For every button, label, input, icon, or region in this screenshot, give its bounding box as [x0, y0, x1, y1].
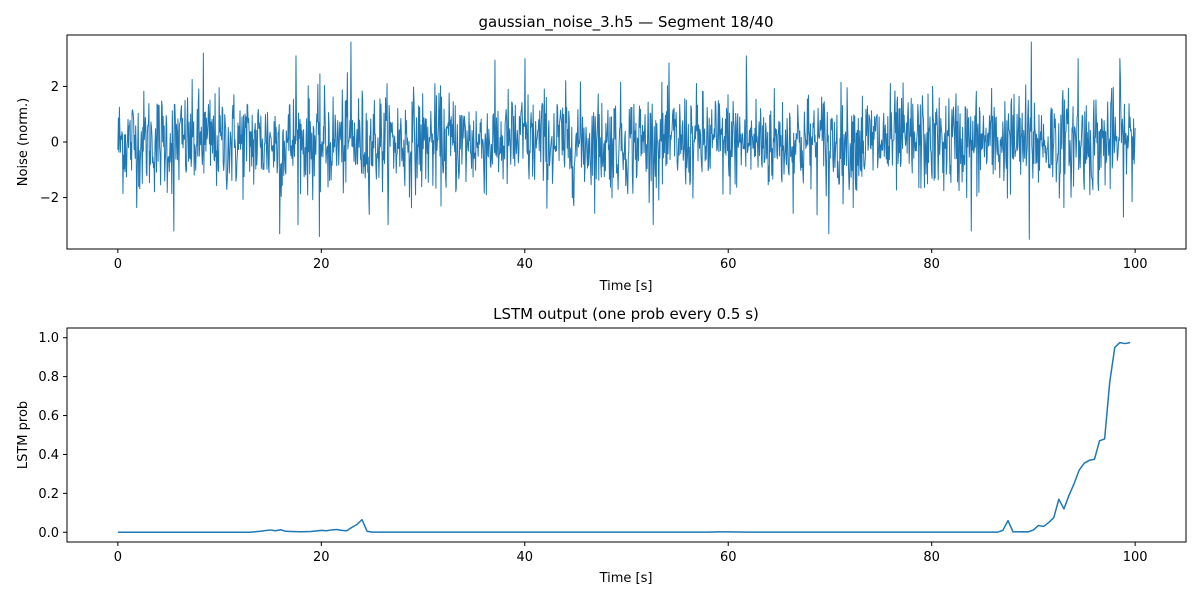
lstm-x-tick-label: 60	[720, 550, 737, 565]
noise-y-tick-label: 0	[51, 136, 59, 151]
noise-x-tick-label: 0	[114, 257, 122, 272]
lstm-x-tick-label: 20	[313, 550, 330, 565]
noise-y-ticks: −2 0 2	[40, 80, 67, 206]
lstm-series-line	[117, 341, 1131, 534]
lstm-y-tick-label: 1.0	[38, 331, 59, 346]
lstm-y-tick-label: 0.0	[38, 526, 59, 541]
lstm-x-tick-label: 0	[114, 550, 122, 565]
lstm-x-tick-label: 40	[516, 550, 533, 565]
noise-x-tick-label: 80	[923, 257, 940, 272]
noise-x-axis-label: Time [s]	[599, 279, 653, 294]
noise-axes-frame	[66, 34, 1187, 250]
noise-y-tick-label: −2	[40, 191, 59, 206]
noise-panel: gaussian_noise_3.h5 — Segment 18/40 0 20 4…	[16, 13, 1187, 294]
noise-x-ticks: 0 20 40 60 80 100	[114, 249, 1148, 272]
lstm-chart-title: LSTM output (one prob every 0.5 s)	[493, 305, 759, 323]
lstm-x-tick-label: 80	[923, 550, 940, 565]
lstm-x-axis-label: Time [s]	[599, 571, 653, 586]
noise-x-tick-label: 100	[1123, 257, 1148, 272]
lstm-axes-frame	[66, 327, 1187, 543]
noise-series-line	[117, 41, 1136, 240]
lstm-y-tick-label: 0.6	[38, 409, 59, 424]
noise-x-tick-label: 60	[720, 257, 737, 272]
noise-y-tick-label: 2	[51, 80, 59, 95]
noise-chart-title: gaussian_noise_3.h5 — Segment 18/40	[478, 13, 773, 32]
lstm-y-tick-label: 0.2	[38, 487, 59, 502]
lstm-series	[117, 341, 1131, 534]
lstm-y-tick-label: 0.8	[38, 370, 59, 385]
lstm-y-axis-label: LSTM prob	[16, 401, 31, 469]
noise-y-axis-label: Noise (norm.)	[16, 98, 31, 186]
lstm-y-ticks: 0.0 0.2 0.4 0.6 0.8 1.0	[38, 331, 67, 541]
lstm-panel: LSTM output (one prob every 0.5 s) 0 20 40…	[16, 305, 1187, 586]
lstm-y-tick-label: 0.4	[38, 448, 59, 463]
lstm-x-ticks: 0 20 40 60 80 100	[114, 542, 1148, 565]
noise-series	[117, 41, 1136, 240]
noise-x-tick-label: 20	[313, 257, 330, 272]
noise-x-tick-label: 40	[516, 257, 533, 272]
lstm-x-tick-label: 100	[1123, 550, 1148, 565]
